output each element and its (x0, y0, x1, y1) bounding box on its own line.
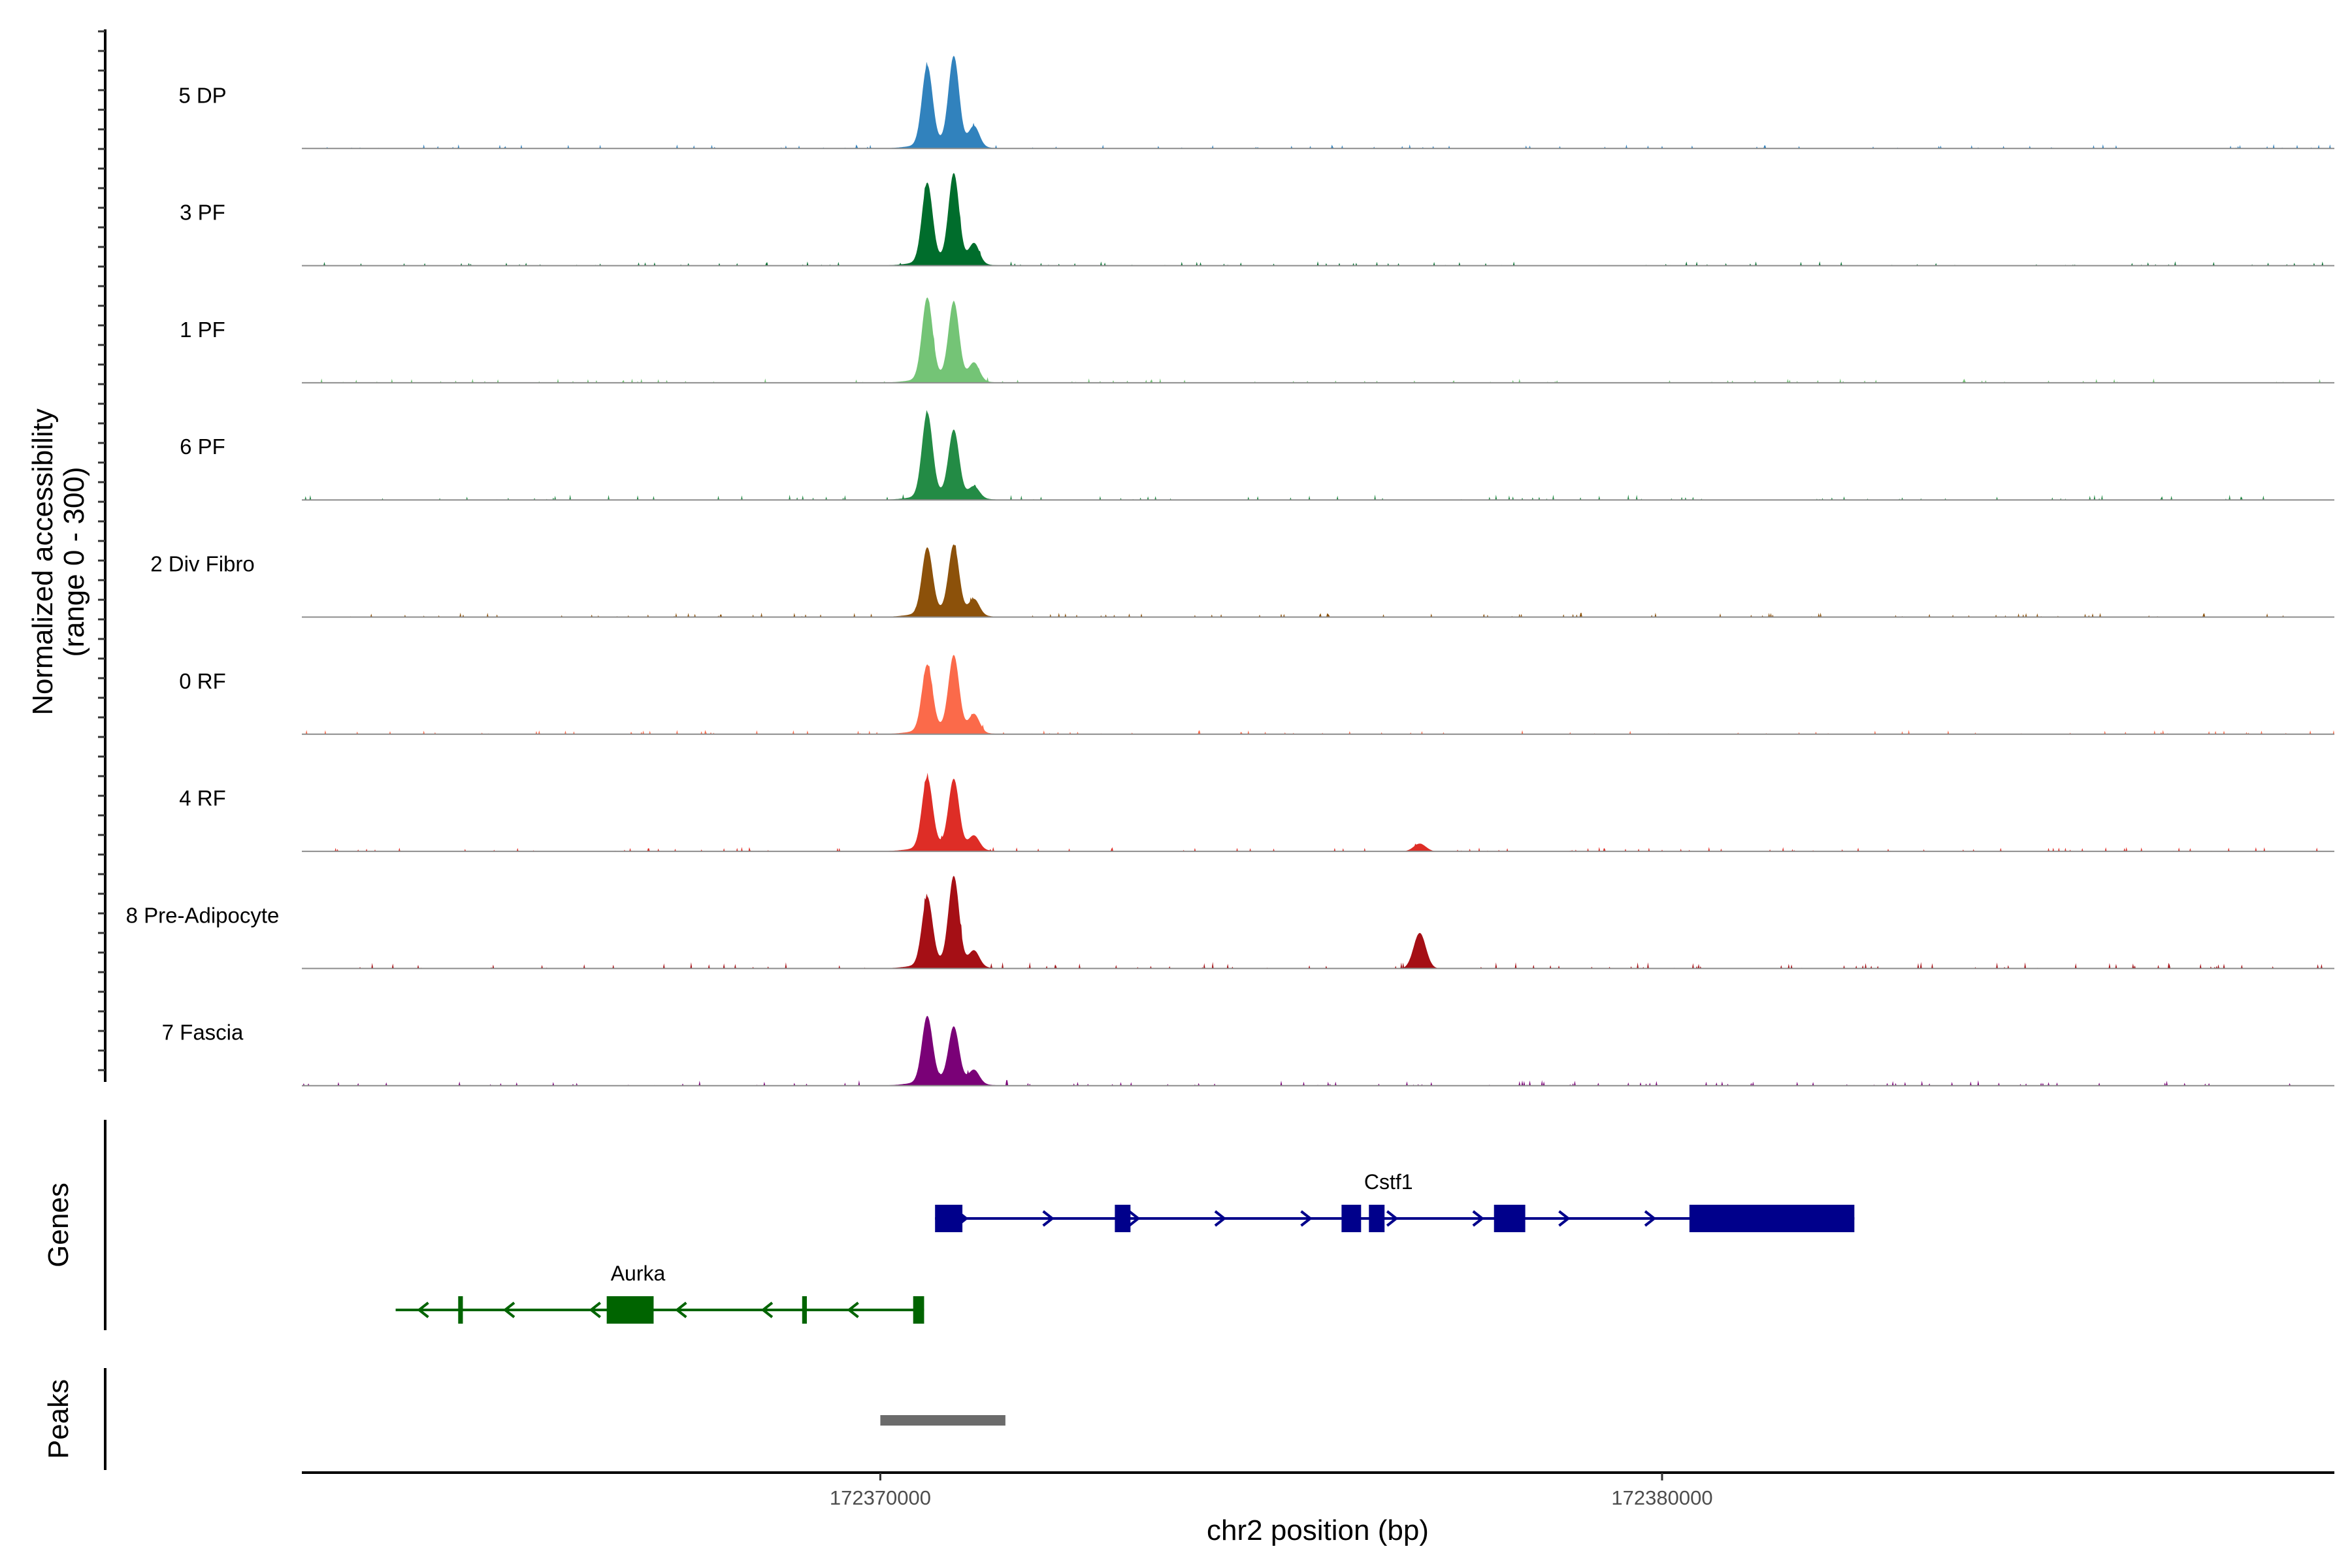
coverage-track-7-fascia (302, 1015, 2334, 1086)
gene-cstf1-strand-arrow (1300, 1210, 1313, 1227)
track-label-8-pre-adipocyte: 8 Pre-Adipocyte (126, 903, 280, 927)
gene-aurka-strand-arrow (502, 1301, 515, 1318)
gene-aurka-exon-2 (802, 1296, 807, 1324)
y-axis-title-line2: (range 0 - 300) (58, 466, 90, 657)
x-tick-label-0: 172370000 (830, 1486, 931, 1509)
gene-aurka-exon-0 (458, 1296, 463, 1324)
gene-cstf1-exon-4 (1494, 1205, 1526, 1232)
track-label-6-pf: 6 PF (180, 434, 225, 459)
track-label-0-rf: 0 RF (179, 669, 226, 693)
gene-cstf1-exon-1 (1115, 1205, 1131, 1232)
peak-regions (880, 1415, 1005, 1426)
coverage-y-ticks (98, 30, 105, 1071)
peak-region-0 (880, 1415, 1005, 1426)
gene-cstf1-strand-arrow (1472, 1210, 1485, 1227)
gene-cstf1-strand-arrow (1128, 1210, 1141, 1227)
coverage-track-6-pf (302, 410, 2334, 500)
peaks-panel-label: Peaks (42, 1379, 74, 1459)
track-label-5-dp: 5 DP (178, 83, 226, 107)
gene-cstf1-strand-arrow (1042, 1210, 1054, 1227)
coverage-track-0-rf (302, 655, 2334, 734)
coverage-track-5-dp (302, 56, 2334, 149)
coverage-track-3-pf (302, 172, 2334, 266)
gene-aurka-strand-arrow (760, 1301, 774, 1318)
track-label-1-pf: 1 PF (180, 318, 225, 342)
gene-aurka-label: Aurka (611, 1262, 666, 1285)
track-labels: 5 DP 3 PF 1 PF 6 PF 2 Div Fibro 0 RF 4 RF 8 Pre… (126, 83, 280, 1044)
x-axis-title: chr2 position (bp) (1207, 1514, 1429, 1546)
coverage-track-1-pf (302, 297, 2334, 383)
gene-cstf1-exon-2 (1341, 1205, 1362, 1232)
track-label-7-fascia: 7 Fascia (162, 1021, 244, 1045)
genes-panel-label: Genes (42, 1183, 74, 1267)
gene-aurka-strand-arrow (847, 1301, 859, 1318)
x-axis-ticks: 172370000 172380000 (830, 1473, 1713, 1509)
gene-cstf1-strand-arrow (1644, 1210, 1657, 1227)
gene-cstf1-exon-3 (1369, 1205, 1385, 1232)
gene-annotations: Cstf1 Aurka (395, 1170, 1855, 1324)
coverage-track-8-pre-adipocyte (302, 875, 2334, 969)
gene-aurka-strand-arrow (589, 1301, 601, 1318)
gene-cstf1: Cstf1 (935, 1170, 1855, 1232)
track-label-3-pf: 3 PF (180, 201, 225, 225)
x-tick-label-1: 172380000 (1611, 1486, 1712, 1509)
gene-aurka-strand-arrow (417, 1301, 429, 1318)
coverage-track-2-div-fibro (302, 544, 2334, 617)
gene-aurka-exon-1 (606, 1296, 654, 1324)
gene-cstf1-strand-arrow (1558, 1210, 1571, 1227)
coverage-tracks (302, 56, 2334, 1086)
gene-aurka: Aurka (395, 1262, 924, 1324)
gene-aurka-exon-3 (913, 1296, 924, 1324)
y-axis-title-line1: Normalized accessibility (27, 408, 59, 715)
track-label-2-div-fibro: 2 Div Fibro (150, 552, 255, 576)
gene-cstf1-label: Cstf1 (1364, 1170, 1413, 1194)
gene-cstf1-exon-0 (935, 1205, 963, 1232)
gene-cstf1-strand-arrow (1214, 1210, 1227, 1227)
gene-cstf1-exon-5 (1689, 1205, 1855, 1232)
gene-aurka-strand-arrow (675, 1301, 687, 1318)
coverage-track-4-rf (302, 772, 2334, 852)
gene-cstf1-strand-arrow (1386, 1210, 1399, 1227)
track-label-4-rf: 4 RF (179, 786, 226, 810)
